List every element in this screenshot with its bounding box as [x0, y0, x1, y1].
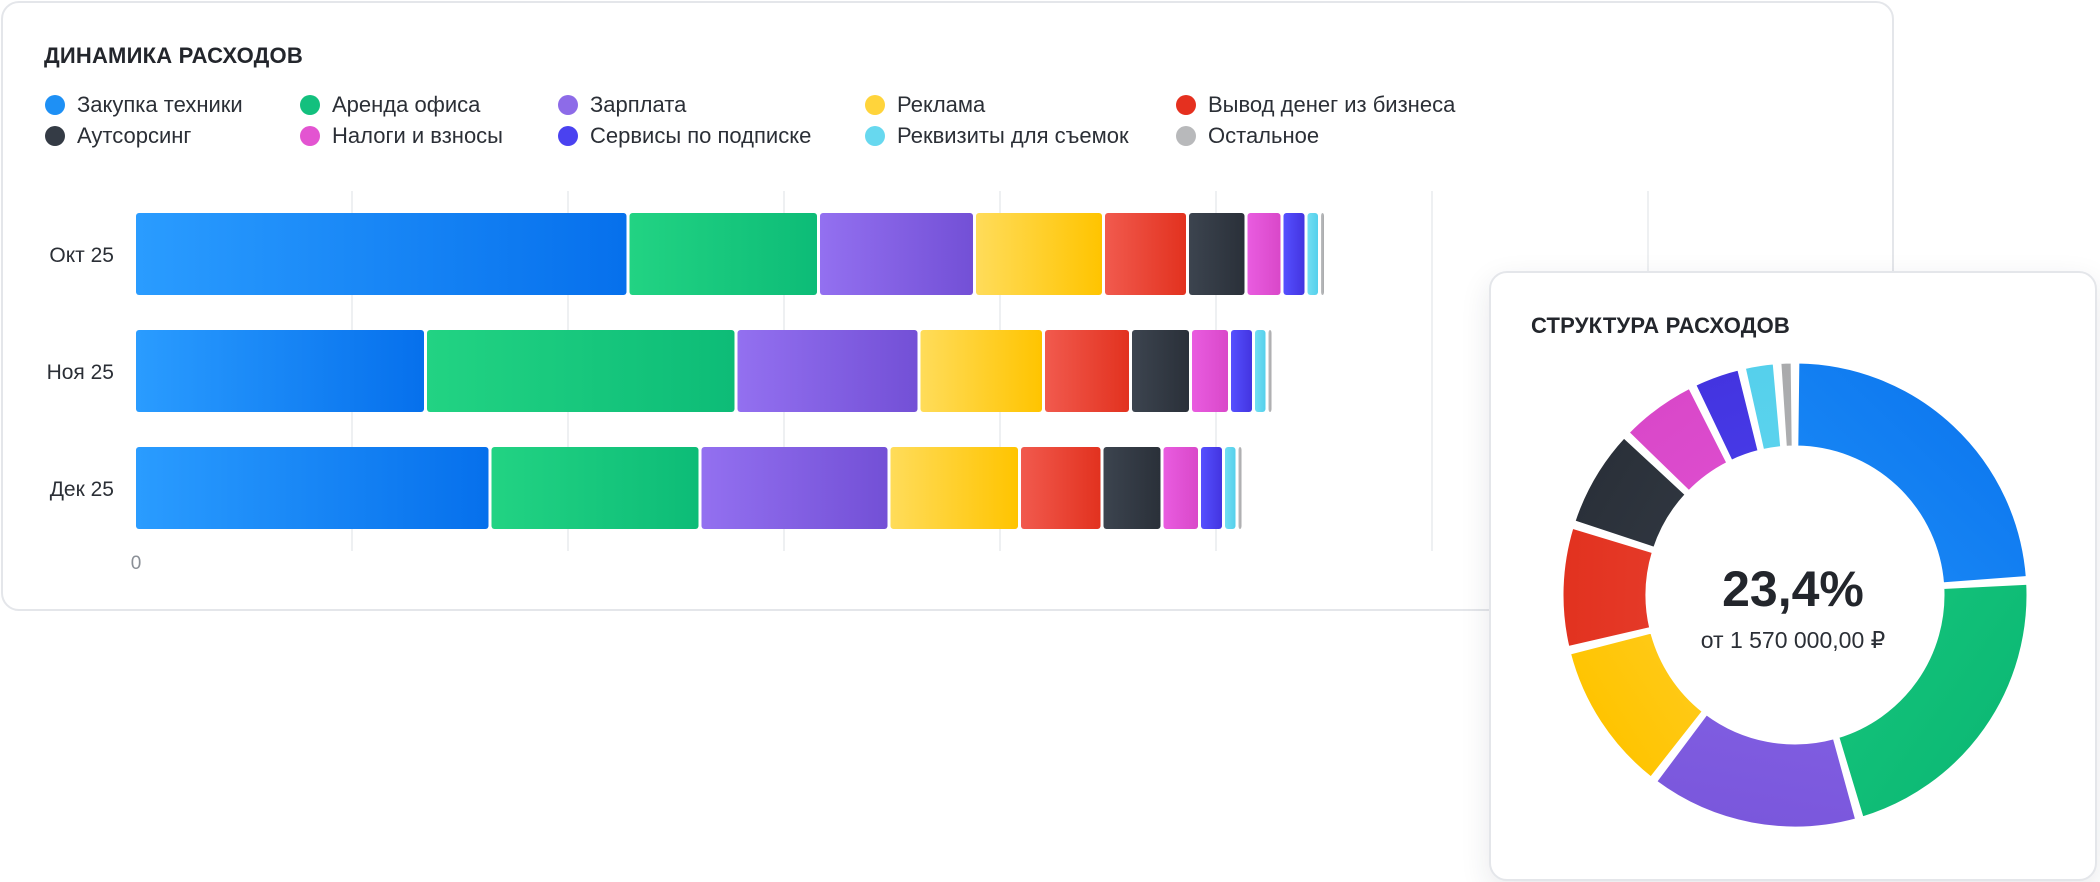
legend-marker [558, 126, 578, 146]
expense-dynamics-title: ДИНАМИКА РАСХОДОВ [44, 43, 303, 68]
donut-chart [1560, 360, 2030, 830]
bar-segment[interactable] [136, 447, 489, 529]
bar-segment[interactable] [427, 330, 735, 412]
bar-segment[interactable] [1105, 213, 1186, 295]
legend-item: Аренда офиса [300, 92, 480, 118]
legend-label: Вывод денег из бизнеса [1208, 92, 1456, 117]
category-label: Дек 25 [50, 478, 114, 501]
donut-slice[interactable] [1778, 360, 1795, 449]
bar-segment[interactable] [1238, 447, 1242, 529]
category-label: Окт 25 [49, 244, 114, 267]
expense-structure-card: СТРУКТУРА РАСХОДОВ 23,4% от 1 570 000,00… [1489, 271, 2097, 881]
bar-segment[interactable] [890, 447, 1019, 529]
donut-slice[interactable] [1654, 712, 1859, 830]
bar-segment[interactable] [1225, 447, 1236, 529]
donut-slice[interactable] [1836, 581, 2030, 820]
bar-segment[interactable] [1163, 447, 1199, 529]
bar-segment[interactable] [820, 213, 973, 295]
donut-slice[interactable] [1567, 630, 1706, 780]
bar-segment[interactable] [1103, 447, 1161, 529]
bar-segment[interactable] [920, 330, 1043, 412]
legend-label: Остальное [1208, 123, 1320, 148]
legend-marker [300, 126, 320, 146]
legend-item: Закупка техники [45, 92, 243, 118]
bar-segment[interactable] [701, 447, 888, 529]
legend-marker [865, 95, 885, 115]
donut-center-subtitle: от 1 570 000,00 ₽ [1700, 627, 1886, 653]
bar-segment[interactable] [136, 330, 424, 412]
bar-segment[interactable] [629, 213, 818, 295]
legend-marker [45, 95, 65, 115]
bar-segment[interactable] [1321, 213, 1324, 295]
donut-slice[interactable] [1626, 385, 1730, 494]
bar-segment[interactable] [1201, 447, 1222, 529]
legend-label: Реквизиты для съемок [897, 123, 1129, 148]
legend-marker [300, 95, 320, 115]
legend-label: Зарплата [590, 92, 687, 117]
legend-marker [865, 126, 885, 146]
bar-segment[interactable] [1247, 213, 1281, 295]
legend-label: Закупка техники [77, 92, 243, 117]
bar-segment[interactable] [1283, 213, 1305, 295]
donut-slice[interactable] [1795, 360, 2029, 586]
legend-label: Налоги и взносы [332, 123, 503, 148]
legend-item: Остальное [1176, 123, 1319, 149]
legend-item: Реклама [865, 92, 985, 118]
bar-segment[interactable] [737, 330, 918, 412]
legend-marker [1176, 95, 1196, 115]
bar-segment[interactable] [1268, 330, 1272, 412]
legend-label: Аутсорсинг [77, 123, 192, 148]
stacked-bar-chart: Окт 25 Ноя 25 Дек 25 0 [47, 191, 1649, 574]
bar-segment[interactable] [1231, 330, 1252, 412]
bar-segment[interactable] [136, 213, 627, 295]
donut-slice[interactable] [1560, 525, 1655, 650]
expense-structure-title: СТРУКТУРА РАСХОДОВ [1531, 313, 1791, 338]
legend-item: Реквизиты для съемок [865, 123, 1129, 149]
donut-slice[interactable] [1572, 435, 1688, 550]
legend-label: Аренда офиса [332, 92, 481, 117]
legend-label: Сервисы по подписке [590, 123, 812, 148]
bar-segment[interactable] [1045, 330, 1129, 412]
x-tick-label: 0 [131, 553, 142, 574]
donut-slice[interactable] [1742, 361, 1784, 453]
legend-item: Сервисы по подписке [558, 123, 811, 149]
legend-item: Вывод денег из бизнеса [1176, 92, 1455, 118]
donut-slice[interactable] [1693, 367, 1761, 463]
bar-segment[interactable] [1192, 330, 1228, 412]
bar-segment[interactable] [1189, 213, 1245, 295]
legend-item: Зарплата [558, 92, 686, 118]
legend-marker [558, 95, 578, 115]
bar-segment[interactable] [491, 447, 699, 529]
bar-segment[interactable] [976, 213, 1102, 295]
bar-segment[interactable] [1021, 447, 1101, 529]
legend-marker [1176, 126, 1196, 146]
legend-marker [45, 126, 65, 146]
category-label: Ноя 25 [47, 361, 114, 384]
bar-segment[interactable] [1132, 330, 1189, 412]
bar-segment[interactable] [1255, 330, 1266, 412]
legend-label: Реклама [897, 92, 986, 117]
legend-item: Аутсорсинг [45, 123, 191, 149]
legend-item: Налоги и взносы [300, 123, 503, 149]
bar-segment[interactable] [1307, 213, 1319, 295]
donut-center-value: 23,4% [1722, 561, 1864, 617]
